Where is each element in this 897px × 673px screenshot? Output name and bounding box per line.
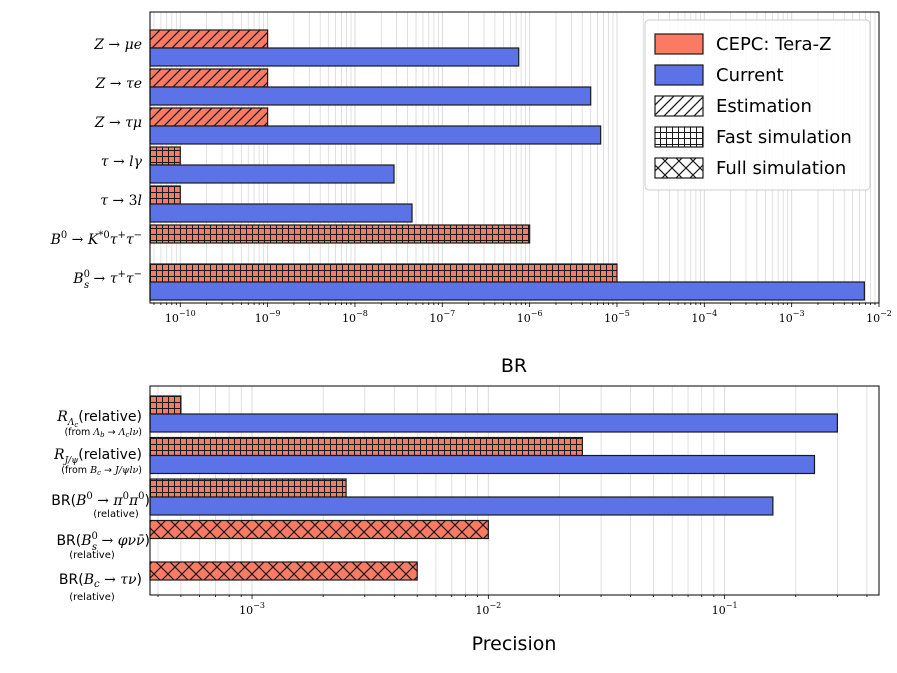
bottom-x-axis-title: Precision xyxy=(472,633,557,655)
legend-label: Current xyxy=(716,65,784,86)
bar-hatch xyxy=(150,147,181,165)
legend-swatch xyxy=(655,65,703,85)
bottom-cat-sub: (relative) xyxy=(69,550,115,561)
bottom-panel: 10−3 10−2 10−1 RΛc(relative) (from Λb → Λc… xyxy=(51,385,880,655)
top-bars xyxy=(149,29,865,301)
top-cat-label: B0 → K*0τ+τ− xyxy=(50,230,142,248)
x-tick-label: 10−10 xyxy=(165,309,196,325)
legend-swatch-outline xyxy=(654,64,704,86)
bottom-category-labels: RΛc(relative) (from Λb → Λclν) RJ/ψ(rela… xyxy=(51,409,150,603)
x-tick-label: 10−4 xyxy=(691,309,717,325)
legend-label: Full simulation xyxy=(716,158,846,179)
bottom-cat-label: BR(Bc → τν) xyxy=(59,572,142,590)
bottom-cat-sub: (relative) xyxy=(69,592,115,603)
bar-hatch xyxy=(150,520,489,539)
bar-hatch xyxy=(150,437,583,456)
top-cat-label: B0 s → τ+τ− xyxy=(72,269,142,291)
top-cat-label: Z → τμ xyxy=(94,115,142,131)
top-category-labels: Z → μe Z → τe Z → τμ τ → lγ τ → 3l B0 → … xyxy=(50,37,143,291)
legend-swatch-outline xyxy=(654,157,704,179)
bottom-plot-frame xyxy=(149,385,880,596)
legend-swatch-outline xyxy=(654,95,704,117)
bar-hatch xyxy=(150,30,268,48)
legend-item: CEPC: Tera-Z xyxy=(654,33,831,55)
bottom-cat-label: BR(B0 s → φνν̄) xyxy=(56,531,150,553)
x-tick-label: 10−7 xyxy=(429,309,455,325)
top-cat-label: τ → lγ xyxy=(101,154,143,170)
legend-swatch-hatch xyxy=(655,127,703,147)
bar-hatch xyxy=(150,108,268,126)
legend-item: Estimation xyxy=(654,95,812,117)
legend-label: Estimation xyxy=(716,96,812,117)
x-tick-label: 10−6 xyxy=(517,309,543,325)
x-tick-label: 10−5 xyxy=(604,309,630,325)
bottom-cat-sub: (from Λb → Λclν) xyxy=(64,427,142,439)
bar-current xyxy=(150,48,519,66)
bar-current xyxy=(150,455,815,474)
legend-swatch xyxy=(655,34,703,54)
legend-swatch-hatch xyxy=(655,96,703,116)
bar-current xyxy=(150,126,601,144)
legend-label: CEPC: Tera-Z xyxy=(716,34,831,55)
bar-current xyxy=(150,282,865,300)
x-tick-label: 10−3 xyxy=(779,309,805,325)
legend-item: Full simulation xyxy=(654,157,846,179)
bar-hatch xyxy=(150,396,181,414)
bottom-cat-sub: (from Bc → J/ψlν) xyxy=(61,465,142,477)
top-panel: 10−10 10−9 10−8 10−7 10−6 10−5 10−4 10−3 10−2 Z … xyxy=(50,11,892,377)
top-cat-label: Z → μe xyxy=(93,37,142,53)
bottom-cat-label: RΛc(relative) xyxy=(56,409,142,429)
bar-current xyxy=(150,497,773,515)
top-x-axis-title: BR xyxy=(501,355,527,377)
bar-current xyxy=(150,87,591,105)
x-tick-label: 10−2 xyxy=(866,309,892,325)
bottom-ticks: 10−3 10−2 10−1 xyxy=(157,595,868,617)
legend-swatch-outline xyxy=(654,33,704,55)
bar-hatch xyxy=(150,225,530,243)
top-cat-label: τ → 3l xyxy=(100,193,142,209)
top-cat-label: Z → τe xyxy=(95,76,142,92)
legend-swatch-outline xyxy=(654,126,704,148)
bar-current xyxy=(150,165,395,183)
bottom-cat-label: RJ/ψ(relative) xyxy=(53,447,142,466)
bar-current xyxy=(150,204,413,222)
bottom-bars xyxy=(149,395,838,581)
x-tick-label: 10−3 xyxy=(239,601,265,617)
bar-hatch xyxy=(150,69,268,87)
bar-current xyxy=(150,414,838,432)
legend-label: Fast simulation xyxy=(716,127,852,148)
bar-hatch xyxy=(150,562,418,580)
legend-swatch-hatch xyxy=(655,158,703,178)
bottom-cat-sub: (relative) xyxy=(93,509,139,520)
top-plot-frame xyxy=(149,11,880,304)
top-ticks: 10−10 10−9 10−8 10−7 10−6 10−5 10−4 10−3 10−2 xyxy=(153,303,892,325)
legend-item: Current xyxy=(654,64,784,86)
legend-item: Fast simulation xyxy=(654,126,852,148)
legend: CEPC: Tera-Z Current Estimation Fast simula… xyxy=(644,19,871,191)
bar-hatch xyxy=(150,186,181,204)
x-tick-label: 10−9 xyxy=(255,309,281,325)
bottom-grid xyxy=(157,386,868,595)
bar-hatch xyxy=(150,264,617,282)
bottom-cat-label: BR(B0 → π0π0) xyxy=(51,491,150,509)
x-tick-label: 10−2 xyxy=(475,601,501,617)
x-tick-label: 10−8 xyxy=(342,309,368,325)
x-tick-label: 10−1 xyxy=(712,601,738,617)
bar-hatch xyxy=(150,479,347,497)
